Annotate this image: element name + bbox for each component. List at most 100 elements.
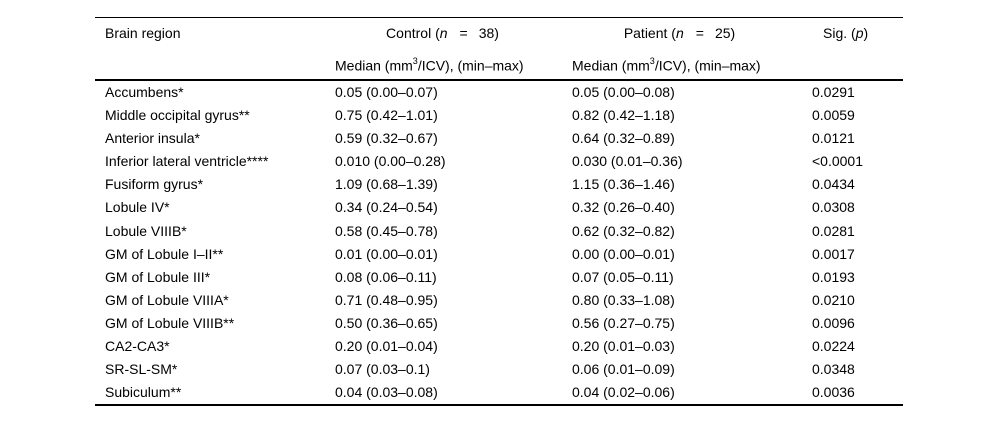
table-row: Lobule VIIIB* 0.58 (0.45–0.78) 0.62 (0.3…	[95, 220, 903, 243]
control-value-cell: 0.50 (0.36–0.65)	[335, 314, 438, 331]
control-units-sup: 3	[412, 56, 418, 66]
control-value-cell: 0.08 (0.06–0.11)	[335, 268, 437, 285]
sig-value-cell: 0.0348	[812, 361, 855, 378]
brain-region-cell: GM of Lobule III*	[105, 268, 211, 285]
table-row: CA2-CA3* 0.20 (0.01–0.04) 0.20 (0.01–0.0…	[95, 335, 903, 358]
sig-value-cell: 0.0210	[812, 291, 855, 308]
patient-value-cell: 0.07 (0.05–0.11)	[572, 268, 674, 285]
patient-label-text: Patient (	[623, 25, 676, 41]
table-header: Brain region Control (n = 38) Patient (n = 2…	[95, 18, 903, 81]
patient-value-cell: 0.56 (0.27–0.75)	[572, 314, 675, 331]
table-row: GM of Lobule VIIIB** 0.50 (0.36–0.65) 0.…	[95, 312, 903, 335]
patient-value-cell: 0.64 (0.32–0.89)	[572, 130, 675, 147]
patient-value-cell: 0.62 (0.32–0.82)	[572, 222, 675, 239]
sig-value-cell: 0.0036	[812, 384, 855, 401]
table-row: Middle occipital gyrus** 0.75 (0.42–1.01…	[95, 104, 903, 127]
patient-value-cell: 0.00 (0.00–0.01)	[572, 245, 675, 262]
control-value-cell: 0.75 (0.42–1.01)	[335, 107, 438, 124]
header-row-groups: Brain region Control (n = 38) Patient (n = 2…	[95, 20, 903, 46]
table-body: Accumbens* 0.05 (0.00–0.07) 0.05 (0.00–0…	[95, 81, 903, 407]
patient-value-cell: 0.030 (0.01–0.36)	[572, 153, 683, 170]
control-value-cell: 0.05 (0.00–0.07)	[335, 84, 438, 100]
col-header-brain-region: Brain region	[105, 25, 181, 41]
control-value-cell: 0.20 (0.01–0.04)	[335, 338, 438, 355]
sig-value-cell: 0.0281	[812, 222, 855, 239]
patient-units-label: Median (mm3/ICV), (min–max)	[572, 50, 810, 78]
table-row: Inferior lateral ventricle**** 0.010 (0.…	[95, 150, 903, 173]
sig-value-cell: 0.0291	[812, 84, 855, 100]
units-spacer-cell-sig	[810, 50, 903, 78]
brain-region-cell: SR-SL-SM*	[105, 361, 178, 378]
brain-region-cell: Anterior insula*	[105, 130, 200, 147]
patient-value-cell: 0.04 (0.02–0.06)	[572, 384, 675, 401]
table-row: SR-SL-SM* 0.07 (0.03–0.1) 0.06 (0.01–0.0…	[95, 358, 903, 381]
brain-region-cell: Subiculum**	[105, 384, 182, 401]
sig-value-cell: 0.0193	[812, 268, 855, 285]
table-row: GM of Lobule I–II** 0.01 (0.00–0.01) 0.0…	[95, 243, 903, 266]
sig-value-cell: <0.0001	[812, 153, 863, 170]
brain-region-cell: Lobule VIIIB*	[105, 222, 187, 239]
patient-value-cell: 0.06 (0.01–0.09)	[572, 361, 675, 378]
brain-region-cell: CA2-CA3*	[105, 338, 170, 355]
control-units-pre: Median (mm	[335, 57, 413, 74]
control-value-cell: 0.59 (0.32–0.67)	[335, 130, 438, 147]
control-n-count: 38)	[478, 25, 499, 41]
sig-value-cell: 0.0059	[812, 107, 855, 124]
table-row: GM of Lobule III* 0.08 (0.06–0.11) 0.07 …	[95, 266, 903, 289]
units-spacer-cell	[95, 50, 335, 78]
brain-region-cell: Fusiform gyrus*	[105, 176, 204, 193]
table-row: Fusiform gyrus* 1.09 (0.68–1.39) 1.15 (0…	[95, 173, 903, 196]
control-units-post: /ICV), (min–max)	[417, 57, 524, 74]
sig-value-cell: 0.0096	[812, 314, 855, 331]
patient-units-pre: Median (mm	[572, 57, 650, 74]
brain-region-cell: Middle occipital gyrus**	[105, 107, 250, 124]
brain-region-cell: GM of Lobule VIIIB**	[105, 314, 235, 331]
patient-value-cell: 0.80 (0.33–1.08)	[572, 291, 675, 308]
control-units-label: Median (mm3/ICV), (min–max)	[335, 50, 572, 78]
sig-value-cell: 0.0121	[812, 130, 855, 147]
patient-n-count: 25)	[714, 25, 736, 41]
brain-region-cell: Accumbens*	[105, 84, 184, 100]
patient-value-cell: 0.20 (0.01–0.03)	[572, 338, 675, 355]
control-value-cell: 0.71 (0.48–0.95)	[335, 291, 438, 308]
col-header-sig: Sig. (p)	[810, 20, 903, 46]
brain-region-cell: GM of Lobule VIIIA*	[105, 291, 229, 308]
table-row: Accumbens* 0.05 (0.00–0.07) 0.05 (0.00–0…	[95, 81, 903, 104]
sig-value-cell: 0.0308	[812, 199, 855, 216]
sig-close-paren: )	[863, 25, 869, 41]
control-value-cell: 0.07 (0.03–0.1)	[335, 361, 430, 378]
patient-units-post: /ICV), (min–max)	[654, 57, 761, 74]
patient-value-cell: 0.05 (0.00–0.08)	[572, 84, 675, 100]
brain-region-cell: GM of Lobule I–II**	[105, 245, 224, 262]
brain-region-cell: Inferior lateral ventricle****	[105, 153, 269, 170]
sig-label-text: Sig. (	[823, 25, 856, 41]
patient-equals: =	[695, 25, 704, 41]
patient-units-sup: 3	[649, 56, 655, 66]
table-row: Anterior insula* 0.59 (0.32–0.67) 0.64 (…	[95, 127, 903, 150]
control-value-cell: 0.04 (0.03–0.08)	[335, 384, 438, 401]
control-equals: =	[459, 25, 468, 41]
control-value-cell: 1.09 (0.68–1.39)	[335, 176, 438, 193]
patient-group-label: Patient (n = 25)	[572, 20, 787, 46]
header-row-units: Median (mm3/ICV), (min–max) Median (mm3/…	[95, 50, 903, 74]
control-value-cell: 0.58 (0.45–0.78)	[335, 222, 438, 239]
col-header-patient-group: Patient (n = 25)	[572, 20, 810, 46]
sig-p-symbol: p	[855, 25, 864, 41]
control-group-label: Control (n = 38)	[335, 20, 550, 46]
control-value-cell: 0.01 (0.00–0.01)	[335, 245, 438, 262]
patient-value-cell: 0.32 (0.26–0.40)	[572, 199, 675, 216]
brain-region-cell: Lobule IV*	[105, 199, 170, 216]
control-n-symbol: n	[439, 25, 448, 41]
table-row: Lobule IV* 0.34 (0.24–0.54) 0.32 (0.26–0…	[95, 196, 903, 219]
sig-value-cell: 0.0224	[812, 338, 855, 355]
patient-n-symbol: n	[675, 25, 684, 41]
control-value-cell: 0.34 (0.24–0.54)	[335, 199, 438, 216]
table-row: GM of Lobule VIIIA* 0.71 (0.48–0.95) 0.8…	[95, 289, 903, 312]
table-row: Subiculum** 0.04 (0.03–0.08) 0.04 (0.02–…	[95, 381, 903, 404]
control-value-cell: 0.010 (0.00–0.28)	[335, 153, 446, 170]
control-label-text: Control (	[386, 25, 440, 41]
col-header-control-group: Control (n = 38)	[335, 20, 572, 46]
sig-value-cell: 0.0017	[812, 245, 855, 262]
patient-value-cell: 0.82 (0.42–1.18)	[572, 107, 675, 124]
results-table: Brain region Control (n = 38) Patient (n = 2…	[95, 17, 903, 407]
